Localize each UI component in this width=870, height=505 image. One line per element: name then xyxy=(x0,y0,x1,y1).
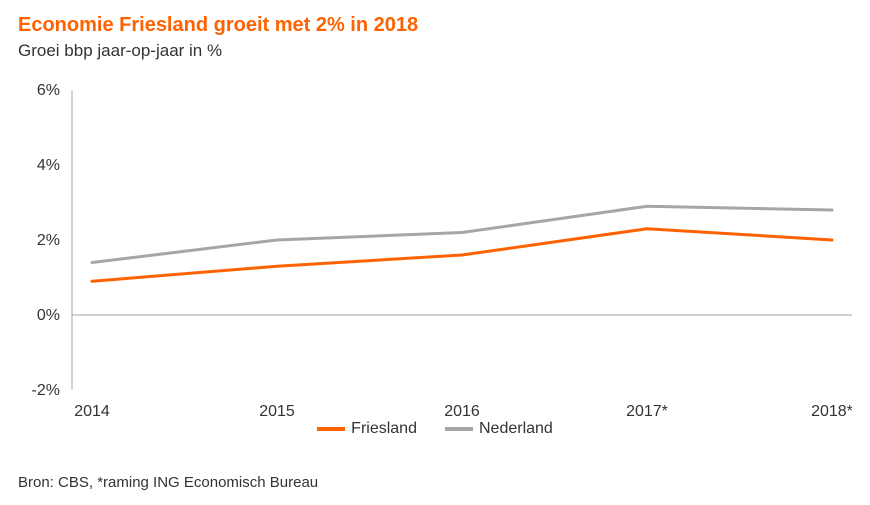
y-tick-label: 2% xyxy=(37,232,60,249)
x-tick-label: 2016 xyxy=(444,403,480,420)
x-tick-label: 2015 xyxy=(259,403,295,420)
chart-source: Bron: CBS, *raming ING Economisch Bureau xyxy=(18,474,318,491)
series-line-friesland xyxy=(92,229,832,282)
x-tick-label: 2014 xyxy=(74,403,110,420)
legend-label: Friesland xyxy=(351,420,417,438)
legend-swatch xyxy=(317,427,345,431)
x-tick-label: 2018* xyxy=(811,403,852,420)
y-tick-label: 6% xyxy=(37,82,60,99)
legend-swatch xyxy=(445,427,473,431)
legend-item-nederland: Nederland xyxy=(445,420,553,438)
legend-item-friesland: Friesland xyxy=(317,420,417,438)
y-tick-label: 4% xyxy=(37,157,60,174)
chart-area: -2% 0% 2% 4% 6% 2014 2015 2016 2017* 2018* xyxy=(18,80,852,420)
y-tick-label: 0% xyxy=(37,307,60,324)
line-chart-svg: -2% 0% 2% 4% 6% 2014 2015 2016 2017* 2018* xyxy=(18,80,852,430)
x-tick-label: 2017* xyxy=(626,403,668,420)
chart-title: Economie Friesland groeit met 2% in 2018 xyxy=(18,14,852,37)
legend-label: Nederland xyxy=(479,420,553,438)
chart-legend: Friesland Nederland xyxy=(0,420,870,438)
y-tick-label: -2% xyxy=(32,382,60,399)
chart-subtitle: Groei bbp jaar-op-jaar in % xyxy=(18,41,852,61)
